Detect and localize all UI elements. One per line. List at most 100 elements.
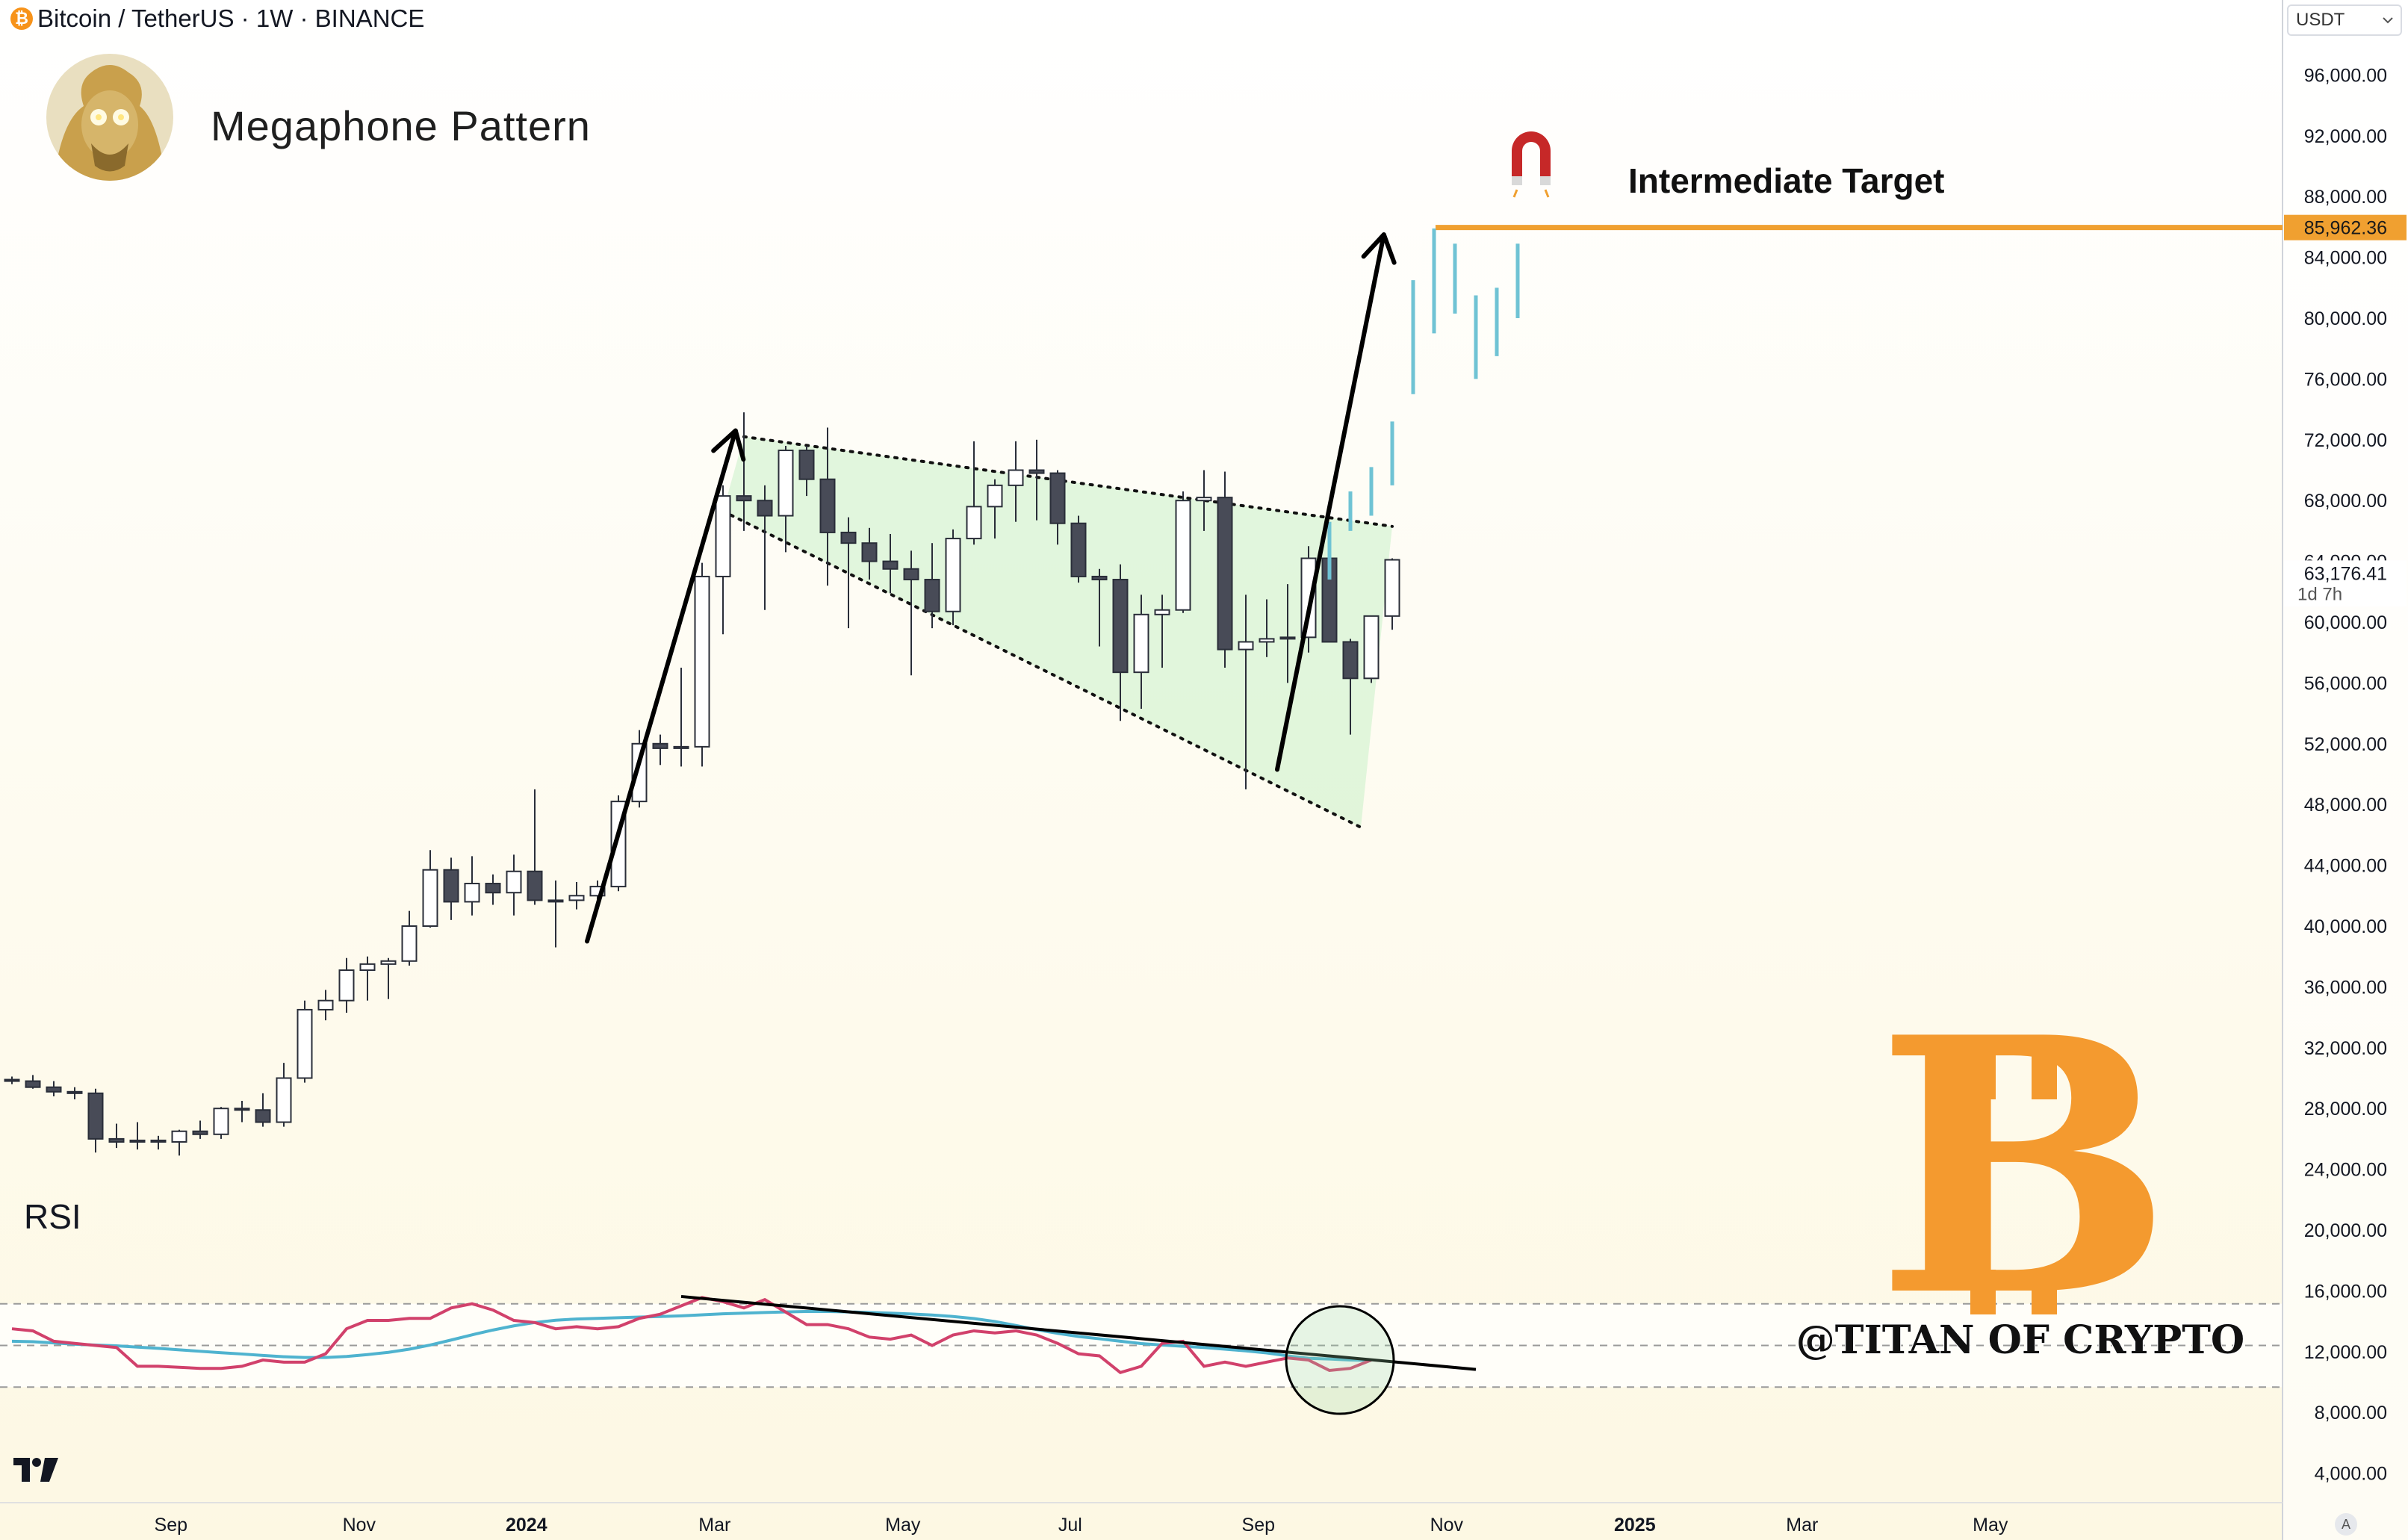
candle[interactable] xyxy=(338,957,355,1013)
candle[interactable] xyxy=(798,445,815,497)
candle[interactable] xyxy=(1112,564,1129,721)
auto-scale-button[interactable]: A xyxy=(2335,1513,2357,1536)
candle[interactable] xyxy=(129,1122,146,1150)
candle[interactable] xyxy=(380,957,397,999)
candle[interactable] xyxy=(1300,546,1317,653)
candle[interactable] xyxy=(882,533,899,594)
candle[interactable] xyxy=(213,1107,229,1139)
x-tick-label: Sep xyxy=(155,1515,187,1536)
candle[interactable] xyxy=(547,880,564,948)
candle[interactable] xyxy=(736,412,752,531)
candle[interactable] xyxy=(150,1135,167,1150)
candle[interactable] xyxy=(1279,584,1296,683)
candle[interactable] xyxy=(819,427,836,586)
symbol-title[interactable]: Bitcoin / TetherUS · 1W · BINANCE xyxy=(37,4,425,32)
candle[interactable] xyxy=(1259,599,1275,657)
y-tick-label: 44,000.00 xyxy=(2304,856,2387,877)
rsi-ma-line[interactable] xyxy=(11,1310,1372,1362)
candle-body xyxy=(422,869,438,927)
candle[interactable] xyxy=(1384,558,1400,630)
y-tick-label: 92,000.00 xyxy=(2304,126,2387,147)
upper-trendline[interactable] xyxy=(742,435,1394,528)
target-price-label: 85,962.36 xyxy=(2304,218,2387,239)
candle-body xyxy=(338,969,355,1002)
candle[interactable] xyxy=(108,1123,125,1149)
candle[interactable] xyxy=(778,445,794,553)
candle[interactable] xyxy=(652,734,668,766)
arrow-shaft xyxy=(585,428,738,944)
y-tick-label: 76,000.00 xyxy=(2304,369,2387,390)
candle[interactable] xyxy=(1008,441,1024,522)
candle[interactable] xyxy=(401,910,418,966)
currency-selector[interactable]: USDT xyxy=(2287,4,2402,36)
candle-body xyxy=(359,963,376,972)
y-tick-label: 60,000.00 xyxy=(2304,612,2387,633)
symbol-header[interactable]: ₿ Bitcoin / TetherUS · 1W · BINANCE xyxy=(10,4,424,33)
candle[interactable] xyxy=(317,990,334,1021)
rsi-label: RSI xyxy=(24,1197,81,1236)
candle[interactable] xyxy=(966,441,982,545)
candle[interactable] xyxy=(987,479,1003,539)
y-tick-label: 24,000.00 xyxy=(2304,1160,2387,1181)
candle[interactable] xyxy=(903,550,919,676)
candle[interactable] xyxy=(1070,515,1087,583)
candle[interactable] xyxy=(1091,568,1108,647)
x-tick-label: 2025 xyxy=(1614,1515,1656,1536)
candle[interactable] xyxy=(1049,470,1066,545)
candle[interactable] xyxy=(4,1076,20,1084)
impulse-arrow[interactable] xyxy=(585,428,746,944)
tradingview-logo-icon[interactable] xyxy=(12,1455,63,1485)
candle[interactable] xyxy=(1196,470,1212,531)
candle-body xyxy=(924,579,940,612)
candle[interactable] xyxy=(1133,594,1149,709)
candle[interactable] xyxy=(1028,439,1045,521)
x-tick-label: Nov xyxy=(343,1515,376,1536)
candle[interactable] xyxy=(1363,615,1380,683)
candle[interactable] xyxy=(255,1093,271,1127)
candle[interactable] xyxy=(66,1087,83,1099)
candle[interactable] xyxy=(1238,594,1254,789)
candle[interactable] xyxy=(422,850,438,928)
candle[interactable] xyxy=(715,485,731,635)
candle[interactable] xyxy=(568,881,585,910)
bar-countdown-label: 1d 7h xyxy=(2297,584,2342,604)
candle-body xyxy=(778,450,794,517)
candle[interactable] xyxy=(757,485,773,610)
rsi-trendline[interactable] xyxy=(680,1294,1477,1371)
candle-body xyxy=(87,1092,104,1140)
candle[interactable] xyxy=(694,562,710,767)
candle[interactable] xyxy=(1154,594,1170,668)
candle[interactable] xyxy=(861,527,878,580)
lower-trendline[interactable] xyxy=(722,509,1362,829)
candle[interactable] xyxy=(46,1081,62,1096)
candle[interactable] xyxy=(359,956,376,1001)
candle[interactable] xyxy=(297,1000,313,1083)
y-tick-label: 36,000.00 xyxy=(2304,977,2387,998)
candle-body xyxy=(276,1077,292,1123)
candle[interactable] xyxy=(1217,471,1233,668)
candle[interactable] xyxy=(1175,491,1191,613)
candle[interactable] xyxy=(631,730,648,808)
candle[interactable] xyxy=(464,856,480,916)
candle[interactable] xyxy=(840,517,857,629)
impulse-arrow[interactable] xyxy=(1275,232,1397,772)
rsi-line[interactable] xyxy=(11,1296,1372,1374)
candle[interactable] xyxy=(171,1129,187,1156)
candle[interactable] xyxy=(924,543,940,629)
candle[interactable] xyxy=(945,529,961,626)
candle-body xyxy=(1238,641,1254,651)
candle[interactable] xyxy=(1342,639,1359,735)
candle[interactable] xyxy=(443,857,459,920)
candle[interactable] xyxy=(25,1075,41,1089)
candle[interactable] xyxy=(527,789,543,905)
candle[interactable] xyxy=(276,1063,292,1127)
candle[interactable] xyxy=(673,668,689,767)
candle[interactable] xyxy=(485,874,501,905)
candle[interactable] xyxy=(87,1088,104,1153)
candle[interactable] xyxy=(506,854,522,916)
candle-body xyxy=(1154,609,1170,615)
candle[interactable] xyxy=(234,1101,250,1123)
x-tick-label: May xyxy=(885,1515,921,1536)
candle[interactable] xyxy=(192,1120,208,1139)
